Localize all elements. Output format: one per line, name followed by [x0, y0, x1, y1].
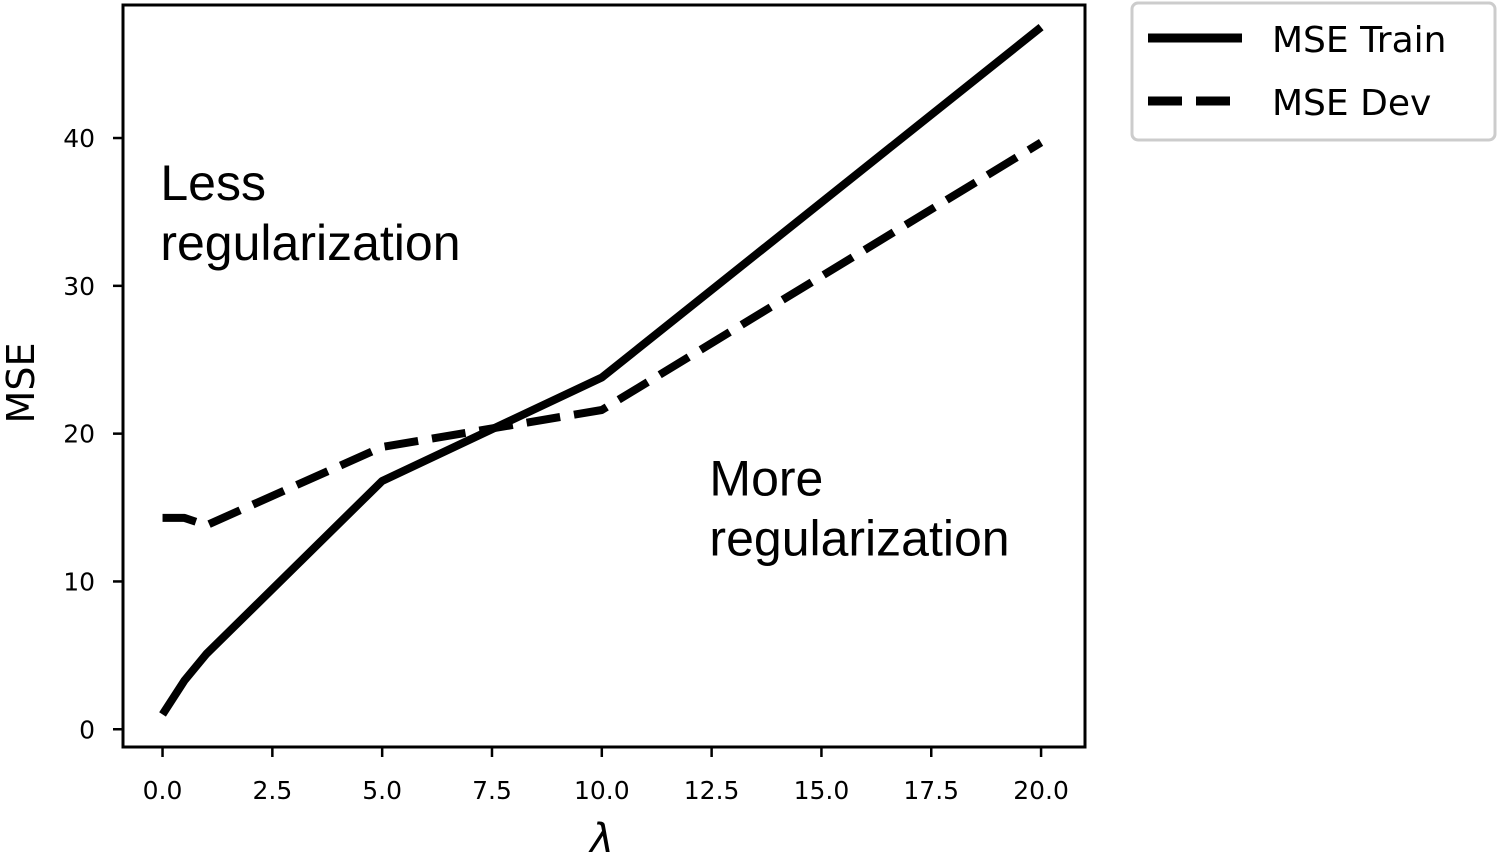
x-axis-title: λ	[588, 816, 614, 858]
series-line-mse-train	[159, 24, 1044, 717]
y-axis-title: MSE	[0, 343, 43, 424]
x-tick-label: 12.5	[684, 776, 740, 805]
x-tick-label: 17.5	[903, 776, 959, 805]
legend: MSE Train MSE Dev	[1130, 1, 1497, 142]
y-tick-label: 0	[79, 715, 95, 744]
x-tick-label: 5.0	[362, 776, 402, 805]
series-line-mse-dev	[162, 139, 1044, 530]
legend-label-mse-dev: MSE Dev	[1272, 83, 1431, 124]
x-tick-label: 10.0	[574, 776, 630, 805]
annotation-line: regularization	[160, 215, 460, 271]
plot-frame	[121, 3, 1087, 749]
annotation-line: Less	[160, 155, 266, 211]
x-tick-label: 2.5	[252, 776, 292, 805]
y-tick-label: 40	[63, 124, 95, 153]
x-tick-label: 20.0	[1013, 776, 1069, 805]
y-tick-label: 20	[63, 420, 95, 449]
annotation-line: regularization	[709, 511, 1009, 567]
y-tick-label: 30	[63, 272, 95, 301]
annotation-line: More	[709, 451, 823, 507]
x-tick-label: 0.0	[143, 776, 183, 805]
x-tick-label: 7.5	[472, 776, 512, 805]
y-tick-label: 10	[63, 567, 95, 596]
annotation-less-regularization: Less regularization	[160, 155, 460, 271]
annotation-more-regularization: More regularization	[709, 451, 1009, 567]
legend-label-mse-train: MSE Train	[1272, 20, 1446, 61]
x-tick-label: 15.0	[794, 776, 850, 805]
